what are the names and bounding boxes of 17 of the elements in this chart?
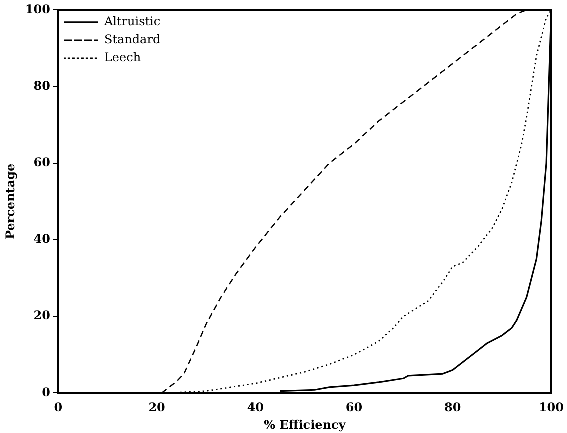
y-tick-label: 20 — [34, 308, 50, 323]
legend-label: Leech — [104, 50, 142, 65]
y-tick-label: 80 — [34, 78, 50, 93]
legend-label: Standard — [104, 32, 161, 47]
x-axis-title: % Efficiency — [264, 418, 347, 432]
y-tick-label: 40 — [34, 232, 50, 246]
x-tick-label: 60 — [346, 400, 363, 415]
x-tick-label: 20 — [148, 400, 166, 415]
y-axis-title: Percentage — [3, 164, 18, 240]
x-tick-label: 100 — [538, 400, 564, 415]
x-tick-label: 80 — [444, 400, 462, 415]
y-tick-label: 60 — [34, 156, 50, 170]
y-tick-label: 0 — [42, 385, 50, 400]
x-tick-label: 40 — [247, 400, 264, 415]
y-tick-label: 100 — [25, 2, 50, 16]
x-tick-label: 0 — [54, 400, 63, 415]
legend-label: Altruistic — [103, 14, 161, 29]
